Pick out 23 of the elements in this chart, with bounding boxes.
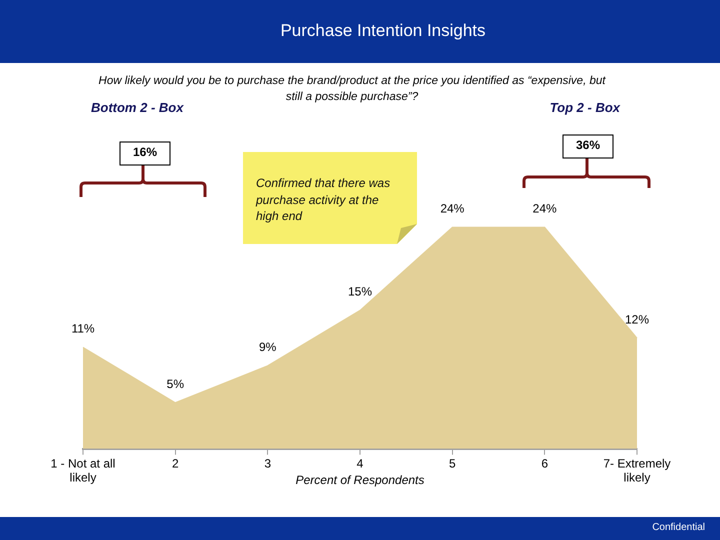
data-label: 9% [258, 340, 277, 354]
x-tick-label: 4 [356, 456, 364, 470]
data-label: 15% [348, 284, 372, 299]
text: Bottom 2 - Box [91, 100, 184, 116]
data-label: 5% [166, 376, 184, 391]
text: Top 2 - Box [550, 100, 620, 116]
x-tick-label: 3 [264, 456, 272, 470]
x-axis-title: Percent of Respondents [296, 473, 424, 488]
text: 16% [132, 145, 158, 160]
chart-subtitle: How likely would you be to purchase the brand/product at the price you identified as “expensive, but still a possible purchase”? [98, 75, 606, 103]
x-tick-label: 6 [541, 456, 548, 470]
text: Confirmed that there was purchase activity at the high end [256, 175, 392, 224]
data-label: 12% [624, 312, 650, 326]
x-tick-label: 1 - Not at all likely [50, 456, 116, 485]
x-tick-label: 2 [172, 456, 179, 470]
data-label: 11% [71, 322, 95, 336]
data-label: 24% [532, 202, 557, 216]
chart-title: Purchase Intention Insights [280, 21, 486, 41]
text: 36% [576, 138, 600, 153]
data-label: 24% [440, 202, 465, 216]
x-tick-label: 7- Extremely likely [603, 456, 671, 485]
x-tick-label: 5 [448, 456, 456, 470]
text: Confidential [652, 522, 705, 534]
